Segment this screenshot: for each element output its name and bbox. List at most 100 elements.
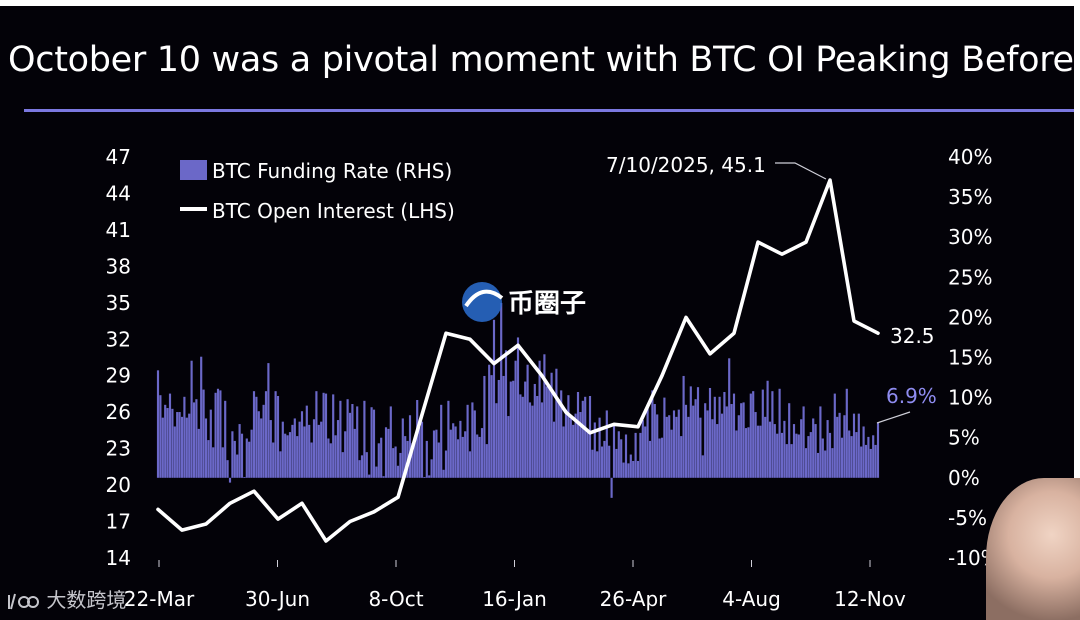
bqz-logo-icon: 币圈子 (462, 282, 586, 322)
funding-bar (269, 420, 272, 478)
funding-bar (315, 391, 318, 478)
funding-bar (708, 387, 712, 478)
funding-bar (288, 432, 292, 478)
funding-bar (327, 438, 330, 478)
funding-bar (776, 433, 779, 478)
funding-bar (812, 418, 815, 478)
funding-bar (480, 428, 484, 478)
funding-bar (238, 424, 241, 478)
funding-bar (574, 413, 577, 478)
funding-bar (380, 437, 383, 478)
annotation-peak: 7/10/2025, 45.1 (606, 153, 766, 177)
right-tick-label: 20% (948, 305, 992, 329)
funding-bar (382, 476, 385, 478)
funding-bar (800, 419, 803, 478)
annotation-funding-last: 6.9% (886, 384, 937, 408)
funding-bar (216, 388, 220, 478)
left-tick-label: 20 (106, 473, 131, 497)
left-tick-label: 14 (106, 546, 131, 570)
funding-bar (780, 432, 784, 478)
funding-bar (320, 421, 323, 478)
funding-bar (768, 421, 772, 478)
funding-bar (840, 437, 844, 478)
funding-bar (632, 460, 635, 478)
x-tick-label: 22-Mar (124, 587, 195, 611)
funding-bar (699, 417, 702, 478)
funding-bar (651, 390, 654, 478)
funding-bar (754, 412, 757, 478)
funding-bar (255, 396, 258, 478)
stamp-text: 币圈子 (508, 289, 586, 319)
legend-swatch-funding (180, 160, 207, 180)
funding-bar (867, 436, 870, 478)
funding-bar (725, 406, 728, 478)
funding-bar (696, 387, 700, 478)
funding-bar (322, 392, 325, 478)
funding-bar (267, 363, 270, 478)
funding-bar (296, 436, 299, 478)
funding-bar (485, 444, 488, 478)
funding-bar (852, 413, 856, 478)
funding-bar (766, 380, 769, 478)
funding-bar (804, 448, 808, 478)
funding-bar (792, 424, 796, 478)
left-axis-ticks: 47 44 41 38 35 32 29 26 23 20 17 14 (106, 145, 131, 570)
funding-bar (442, 469, 445, 478)
funding-bar (785, 444, 788, 478)
funding-bar (552, 421, 556, 478)
funding-bar (447, 400, 450, 478)
funding-bar (778, 388, 781, 478)
funding-bar (188, 413, 191, 478)
annotation-funding-leader (876, 411, 911, 424)
funding-bar (209, 409, 212, 478)
funding-bar (394, 446, 397, 478)
funding-bar (248, 441, 251, 478)
funding-bar (713, 396, 716, 478)
funding-bar (728, 358, 731, 478)
x-tick-label: 26-Apr (600, 587, 668, 611)
funding-bar (339, 400, 342, 478)
funding-bar (584, 396, 587, 478)
funding-bar (351, 404, 354, 478)
funding-bar (444, 450, 448, 478)
funding-bar (418, 427, 421, 478)
funding-bar (675, 416, 678, 478)
funding-bar (171, 408, 174, 478)
funding-bar (658, 438, 661, 478)
funding-bar (773, 424, 776, 478)
funding-bar (387, 428, 390, 478)
left-tick-label: 44 (106, 182, 131, 206)
funding-bar (682, 375, 685, 478)
funding-bar (183, 396, 186, 478)
funding-bar (860, 446, 863, 478)
left-tick-label: 23 (106, 437, 131, 461)
funding-bar (516, 337, 520, 478)
funding-bar (197, 428, 200, 478)
funding-bar (869, 448, 872, 478)
x-tick-label: 12-Nov (834, 587, 906, 611)
funding-bar (572, 424, 575, 478)
funding-bar (435, 429, 438, 478)
funding-bar (336, 420, 340, 478)
funding-bar (526, 364, 529, 478)
funding-bar (855, 432, 858, 478)
left-tick-label: 35 (106, 291, 131, 315)
funding-bar (353, 428, 356, 478)
funding-bar (245, 438, 248, 478)
funding-bar (168, 393, 172, 478)
funding-bar (440, 404, 443, 478)
funding-bar (764, 416, 767, 478)
funding-bar (536, 396, 539, 478)
funding-bar (576, 391, 580, 478)
funding-bar (204, 418, 208, 478)
funding-bar (178, 412, 181, 478)
funding-bar (615, 448, 618, 478)
funding-bar (358, 460, 361, 478)
funding-bar (207, 440, 210, 478)
funding-bar (838, 412, 841, 478)
funding-bar (680, 436, 683, 478)
funding-bar (862, 426, 865, 478)
funding-bar (416, 400, 419, 478)
funding-bar (384, 427, 388, 478)
